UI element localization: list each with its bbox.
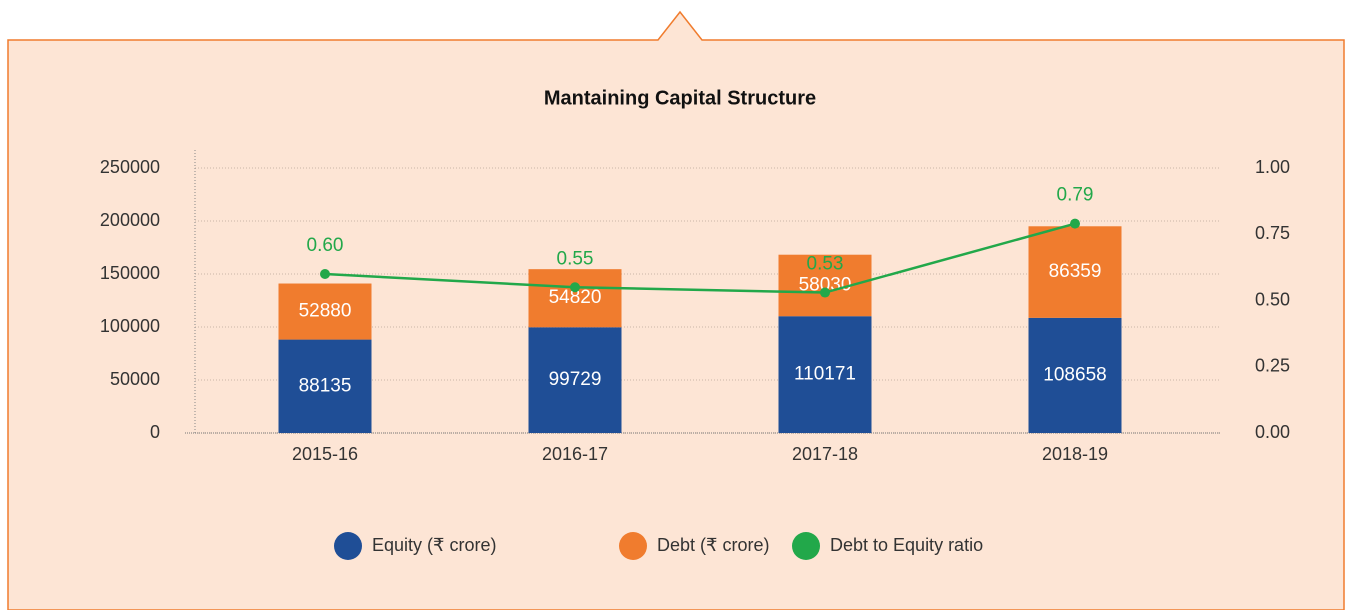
data-label: 0.53 bbox=[807, 254, 844, 275]
data-label: 0.60 bbox=[307, 235, 344, 256]
y-tick-label: 150000 bbox=[100, 263, 160, 283]
data-label: 54820 bbox=[549, 287, 602, 308]
line-point bbox=[820, 287, 830, 298]
y-tick-label: 200000 bbox=[100, 210, 160, 230]
bar-segment bbox=[528, 269, 622, 328]
legend-label: Debt to Equity ratio bbox=[830, 535, 983, 555]
data-label: 0.79 bbox=[1057, 185, 1094, 206]
bar-segment bbox=[778, 316, 872, 433]
legend-swatch bbox=[792, 532, 820, 560]
line-point bbox=[1070, 218, 1080, 229]
bar-segment bbox=[1028, 317, 1122, 433]
y2-tick-label: 0.50 bbox=[1255, 289, 1290, 309]
y-tick-label: 50000 bbox=[110, 369, 160, 389]
legend-swatch bbox=[619, 532, 647, 560]
x-tick-label: 2017-18 bbox=[792, 444, 858, 464]
legend-label: Equity (₹ crore) bbox=[372, 535, 496, 555]
line-point bbox=[570, 282, 580, 293]
data-label: 110171 bbox=[794, 364, 856, 385]
y2-tick-label: 0.25 bbox=[1255, 356, 1290, 376]
bar-segment bbox=[528, 327, 622, 433]
data-label: 58030 bbox=[799, 274, 852, 295]
x-tick-label: 2016-17 bbox=[542, 444, 608, 464]
bar-segment bbox=[278, 283, 372, 340]
x-tick-label: 2015-16 bbox=[292, 444, 358, 464]
data-label: 0.55 bbox=[557, 248, 594, 269]
data-label: 99729 bbox=[549, 369, 602, 390]
y2-tick-label: 1.00 bbox=[1255, 157, 1290, 177]
y-tick-label: 250000 bbox=[100, 157, 160, 177]
chart-title: Mantaining Capital Structure bbox=[544, 87, 816, 109]
data-label: 86359 bbox=[1049, 261, 1102, 282]
bar-segment bbox=[778, 254, 872, 317]
y-tick-label: 0 bbox=[150, 422, 160, 442]
bar-segment bbox=[1028, 226, 1122, 318]
bar-segment bbox=[278, 339, 372, 433]
data-label: 52880 bbox=[299, 301, 352, 322]
y-tick-label: 100000 bbox=[100, 316, 160, 336]
y2-tick-label: 0.75 bbox=[1255, 223, 1290, 243]
panel bbox=[7, 10, 1345, 610]
data-label: 88135 bbox=[299, 375, 352, 396]
legend-label: Debt (₹ crore) bbox=[657, 535, 769, 555]
line-point bbox=[320, 269, 330, 279]
line bbox=[324, 222, 1076, 294]
legend-swatch bbox=[334, 532, 362, 560]
y2-tick-label: 0.00 bbox=[1255, 422, 1290, 442]
data-label: 108658 bbox=[1043, 364, 1106, 385]
x-tick-label: 2018-19 bbox=[1042, 444, 1108, 464]
